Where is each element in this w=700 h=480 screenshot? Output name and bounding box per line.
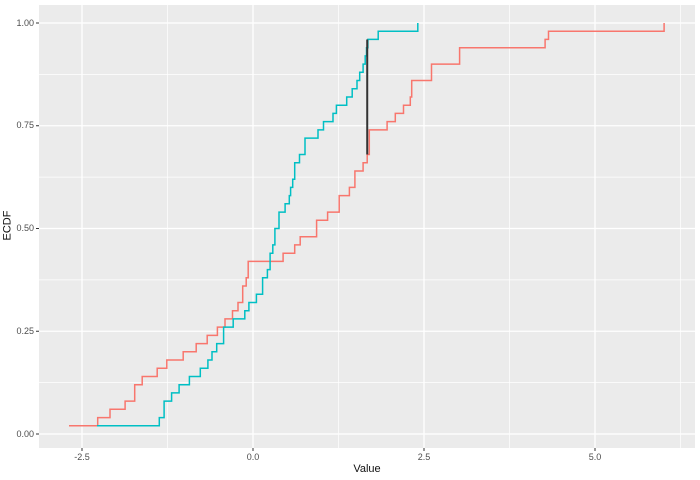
x-axis-title: Value bbox=[353, 463, 381, 475]
y-tick-label: 1.00 bbox=[16, 17, 34, 28]
x-tick-label: 2.5 bbox=[417, 452, 431, 462]
x-tick-label: 5.0 bbox=[588, 452, 602, 462]
ecdf-line-sample-2-cyan bbox=[97, 23, 419, 427]
x-tick-label: -2.5 bbox=[74, 452, 90, 462]
y-tick-label: 0.75 bbox=[16, 120, 34, 131]
y-tick-label: 0.50 bbox=[16, 223, 34, 233]
ecdf-line-sample-1-salmon bbox=[69, 23, 665, 427]
x-tick-label: 0.0 bbox=[246, 452, 260, 462]
y-tick-label: 0.25 bbox=[16, 325, 34, 336]
y-tick-label: 0.00 bbox=[16, 428, 34, 439]
y-axis-title: ECDF bbox=[1, 210, 14, 241]
